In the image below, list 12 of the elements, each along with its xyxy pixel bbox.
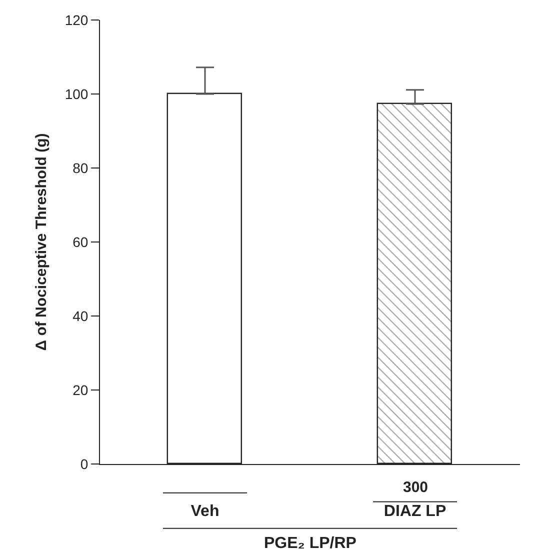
y-tick-label: 100 xyxy=(64,86,88,102)
text: 300 xyxy=(403,479,428,496)
y-tick-label: 60 xyxy=(72,234,88,250)
y-tick-label: 80 xyxy=(72,160,88,176)
text: PGE₂ LP/RP xyxy=(264,535,357,550)
y-tick-label: 0 xyxy=(80,456,88,472)
y-tick-label: 20 xyxy=(72,382,88,398)
x-tick-label: DIAZ LP xyxy=(384,503,446,520)
x-tick-label: Veh xyxy=(190,503,220,520)
y-axis-title: Δ of Nociceptive Threshold (g) xyxy=(33,133,50,351)
y-tick-label: 40 xyxy=(72,308,88,324)
y-tick-label: 120 xyxy=(64,12,88,28)
